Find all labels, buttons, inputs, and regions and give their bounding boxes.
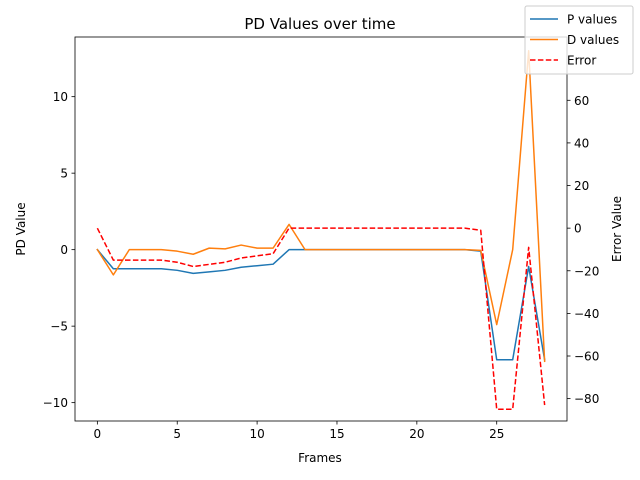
axes-frame [74,36,568,422]
x-tick-label: 15 [329,427,344,441]
right-y-tick-label: −40 [574,307,599,321]
right-y-tick-label: −60 [574,350,599,364]
x-tick-label: 25 [489,427,504,441]
chart-title: PD Values over time [244,15,395,33]
legend-label-d-values: D values [567,33,619,47]
left-y-tick-label: −5 [50,320,68,334]
left-y-axis-label: PD Value [14,202,28,255]
left-y-tick-label: 10 [53,90,68,104]
legend-label-p-values: P values [567,13,617,27]
left-y-tick-label: 5 [60,167,68,181]
right-y-axis-ticks: −80 −60 −40 −20 0 20 40 60 [567,94,599,406]
legend-box [524,5,634,75]
x-tick-label: 20 [409,427,424,441]
legend: P values D values Error [524,5,634,75]
left-y-tick-label: −10 [43,396,68,410]
series-line-d-values [96,50,546,363]
x-axis-ticks: 0 5 10 15 20 25 [94,421,504,441]
right-y-tick-label: 40 [574,136,589,150]
plot-area-border [74,36,568,422]
right-y-tick-label: 60 [574,94,589,108]
legend-label-error: Error [567,54,596,68]
right-y-tick-label: 20 [574,179,589,193]
x-tick-label: 5 [173,427,181,441]
x-tick-label: 0 [94,427,102,441]
right-y-tick-label: 0 [574,222,582,236]
right-y-tick-label: −20 [574,264,599,278]
plot-lines [96,50,546,411]
right-y-tick-label: −80 [574,392,599,406]
legend-entries: P values D values Error [530,13,619,68]
x-tick-label: 10 [249,427,264,441]
right-y-axis-label: Error Value [610,196,624,262]
left-y-axis-ticks: −10 −5 0 5 10 [43,90,75,410]
x-axis-label: Frames [298,451,342,465]
left-y-tick-label: 0 [60,243,68,257]
